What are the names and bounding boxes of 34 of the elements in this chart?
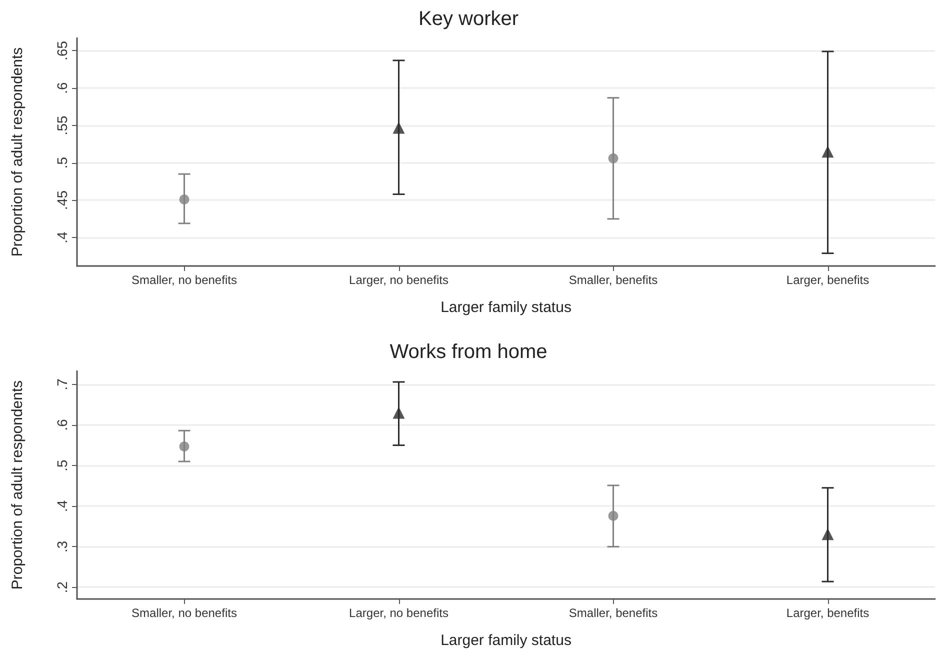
x-tick-label: Larger, benefits — [786, 273, 870, 287]
point — [822, 528, 834, 540]
x-tick-label: Smaller, benefits — [568, 273, 658, 287]
y-tick-label: .6 — [54, 418, 70, 431]
point — [179, 441, 190, 452]
y-tick-label: .2 — [54, 581, 70, 594]
y-tick-label: .65 — [54, 40, 70, 60]
point — [822, 146, 834, 158]
chart-title: Works from home — [390, 341, 548, 363]
point — [392, 122, 405, 134]
chart-title: Key worker — [418, 8, 519, 30]
x-tick-label: Larger, benefits — [786, 606, 870, 620]
y-tick-label: .5 — [54, 156, 70, 169]
x-axis-title: Larger family status — [440, 299, 572, 316]
point — [608, 153, 618, 164]
x-tick-label: Smaller, no benefits — [132, 273, 237, 287]
y-tick-label: .55 — [54, 116, 70, 136]
point — [608, 510, 618, 521]
y-tick-label: .45 — [54, 190, 70, 210]
x-axis-title: Larger family status — [440, 632, 572, 649]
x-tick-label: Smaller, no benefits — [132, 606, 237, 620]
point — [179, 194, 190, 204]
y-tick-label: .4 — [54, 232, 70, 244]
y-tick-label: .6 — [54, 82, 70, 94]
y-tick-label: .3 — [54, 540, 70, 553]
y-axis-title: Proportion of adult respondents — [9, 380, 26, 590]
y-tick-label: .7 — [54, 378, 70, 390]
point — [392, 406, 405, 419]
x-tick-label: Smaller, benefits — [568, 606, 658, 620]
y-tick-label: .4 — [54, 500, 70, 512]
y-axis-title: Proportion of adult respondents — [9, 47, 26, 257]
x-tick-label: Larger, no benefits — [349, 273, 448, 287]
y-tick-label: .5 — [54, 459, 70, 472]
x-tick-label: Larger, no benefits — [349, 606, 448, 620]
